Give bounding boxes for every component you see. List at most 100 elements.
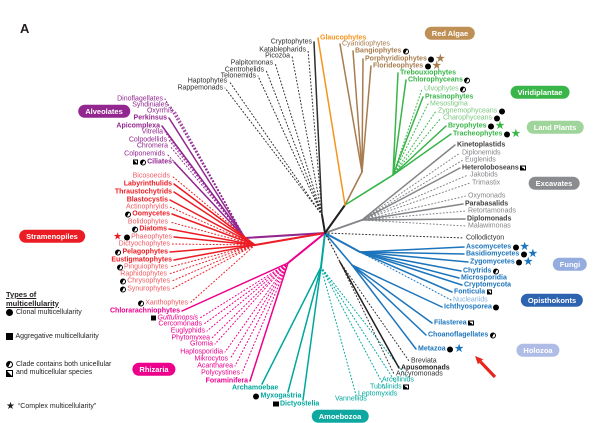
legend-item-clonal: Clonal multicellularity xyxy=(6,309,82,317)
mixed-clade-circle-icon xyxy=(464,77,471,83)
aggregative-multicellularity-icon xyxy=(6,333,13,340)
taxon-name: Chlorophyceans xyxy=(408,76,463,84)
mixed-clade-circle-icon xyxy=(492,268,499,274)
taxon-name: Guttulinopsis xyxy=(157,314,198,322)
taxon-name: Actinophryids xyxy=(125,203,168,211)
branch-line xyxy=(169,199,256,246)
branch-line xyxy=(171,175,256,246)
mixed-clade-circle-icon xyxy=(460,86,467,92)
multicellularity-legend: Types of multicellularity Clonal multice… xyxy=(6,290,136,412)
branch-line xyxy=(171,244,256,290)
taxon-label-heteroloboseans: Heteroloboseans xyxy=(462,165,526,172)
legend-item-text: Clonal multicellularity xyxy=(16,309,82,316)
taxon-label-charophyceans: Charophyceans xyxy=(443,115,500,122)
taxon-label-pinguiophytes: Pinguiophytes xyxy=(116,264,168,271)
clonal-multicellularity-icon xyxy=(516,259,523,265)
branch-line xyxy=(189,244,256,304)
taxon-name: Phaeophytes xyxy=(131,233,172,241)
taxon-label-acantharea: Acantharea xyxy=(197,363,233,370)
taxon-label-picozoa: Picozoa xyxy=(265,53,290,60)
taxon-name: Trimastix xyxy=(472,179,501,187)
branch-line xyxy=(302,266,322,401)
taxon-name: Foraminifera xyxy=(205,377,248,385)
branch-line xyxy=(324,204,346,234)
branch-line xyxy=(359,251,452,301)
taxon-name: Zygnemophyceans xyxy=(438,107,498,115)
taxon-label-euglyphids: Euglyphids xyxy=(171,328,205,335)
group-badge-excavates: Excavates xyxy=(528,176,580,190)
branch-line xyxy=(307,49,323,216)
taxon-label-cryptomycota: Cryptomycota xyxy=(464,282,511,289)
taxon-label-palpitomonas: Palpitomonas xyxy=(231,60,273,67)
branch-line xyxy=(351,264,417,350)
taxon-name: Palpitomonas xyxy=(230,59,273,67)
taxon-name: Labyrinthulids xyxy=(123,180,172,188)
taxon-name: Diatoms xyxy=(139,225,167,233)
branch-line xyxy=(291,55,323,216)
taxon-label-perkinsus: Perkinsus xyxy=(134,115,167,122)
taxon-name: Picozoa xyxy=(265,52,290,60)
branch-line xyxy=(261,266,322,385)
taxon-label-arcellinids: Arcellinids xyxy=(382,377,414,384)
taxon-label-ancyromonads: Ancyromonads xyxy=(396,371,443,378)
taxon-name: Vannellids xyxy=(335,395,367,403)
taxon-label-metazoa: Metazoa ★ xyxy=(418,344,464,354)
taxon-label-katablepharids: Katablepharids xyxy=(259,47,306,54)
branch-line xyxy=(351,264,443,308)
branch-line xyxy=(361,210,467,221)
taxon-label-ascomycetes: Ascomycetes ★ xyxy=(466,242,529,252)
taxon-label-syndiniales: Syndiniales xyxy=(132,102,168,109)
mixed-clade-icons xyxy=(6,361,13,377)
taxon-name: Blastocystis xyxy=(126,196,168,204)
branch-line xyxy=(224,87,323,216)
taxon-name: Leptomyxids xyxy=(358,390,398,398)
taxon-name: Fonticula xyxy=(454,288,486,296)
branch-line xyxy=(168,139,246,239)
branch-line xyxy=(320,266,408,378)
taxon-name: Apusomonads xyxy=(401,364,450,372)
complex-multicellularity-star-icon: ★ xyxy=(113,231,123,242)
branch-line xyxy=(171,213,256,246)
branch-line xyxy=(361,58,364,173)
branch-line xyxy=(320,232,326,268)
taxon-label-retortamonads: Retortamonads xyxy=(468,208,516,215)
taxon-label-diplonemids: Diplonemids xyxy=(462,150,501,157)
taxon-label-bolidophytes: Bolidophytes xyxy=(128,219,168,226)
taxon-name: Breviata xyxy=(411,357,437,365)
taxon-label-trimastix: Trimastix xyxy=(472,180,500,187)
mixed-clade-circle-icon xyxy=(6,361,13,368)
taxon-label-prasinophytes: Prasinophytes xyxy=(425,94,473,101)
taxon-label-xanthophytes: Xanthophytes xyxy=(137,300,188,307)
taxon-label-collodictyon: Collodictyon xyxy=(466,235,504,242)
taxon-name: Mesostigma xyxy=(430,100,468,108)
branch-line xyxy=(324,232,465,239)
branch-line xyxy=(214,262,289,345)
taxon-name: Dinoflagellates xyxy=(117,95,163,103)
branch-line xyxy=(392,133,452,176)
branch-line xyxy=(224,262,289,353)
taxon-label-mesostigma: Mesostigma xyxy=(430,101,468,108)
taxon-label-filasterea: Filasterea xyxy=(434,320,474,327)
taxon-name: Thraustochytrids xyxy=(114,188,172,196)
taxon-label-archamoebae: Archamoebae xyxy=(232,385,278,392)
taxon-name: Dictyochophytes xyxy=(118,240,170,248)
taxon-label-zygnemophyceans: Zygnemophyceans xyxy=(438,108,505,115)
mixed-clade-circle-icon xyxy=(114,249,121,255)
mixed-clade-circle-icon xyxy=(137,300,144,306)
taxon-name: Telonemids xyxy=(220,72,256,80)
taxon-name: Porphyridiophytes xyxy=(365,55,427,63)
mixed-clade-circle-icon xyxy=(119,286,126,292)
branch-line xyxy=(287,266,322,393)
metazoa-arrow-shaft xyxy=(479,360,497,379)
aggregative-multicellularity-icon xyxy=(150,315,157,321)
taxon-name: Metazoa xyxy=(418,345,446,353)
panel-label: A xyxy=(20,21,30,36)
taxon-label-telonemids: Telonemids xyxy=(221,73,256,80)
taxon-label-pelagophytes: Pelagophytes xyxy=(114,249,168,256)
taxon-name: Haplosporidia xyxy=(180,348,223,356)
metazoa-arrow-head xyxy=(475,356,484,365)
branch-line xyxy=(257,75,323,216)
legend-item-text: Clade contains both unicellular and mult… xyxy=(16,361,112,376)
taxon-name: Polycystines xyxy=(201,369,240,377)
complex-multicellularity-star-icon: ★ xyxy=(523,256,533,267)
